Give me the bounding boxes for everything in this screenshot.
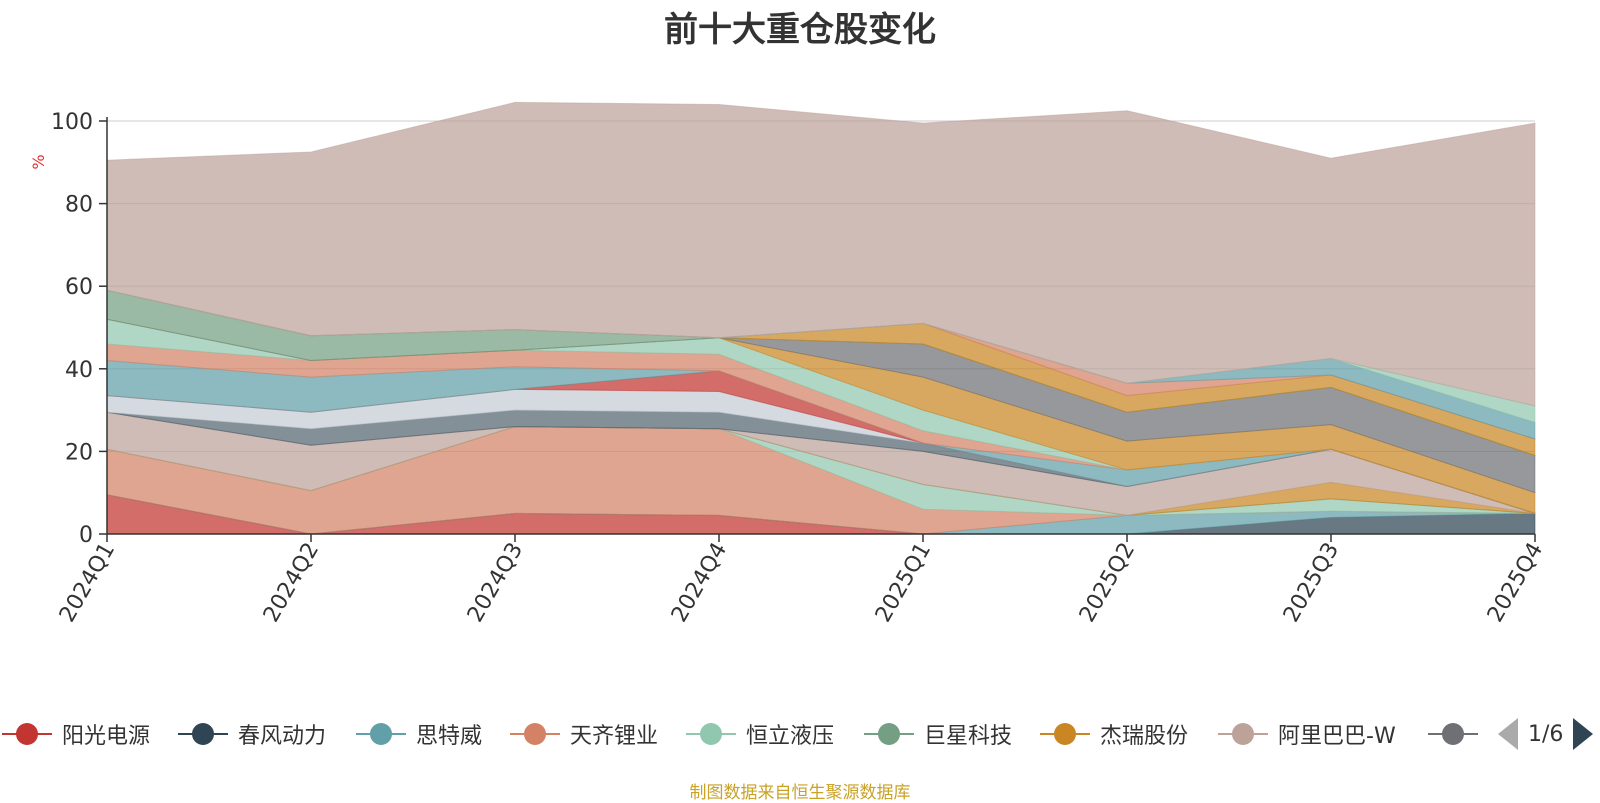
y-tick-label: 20 xyxy=(65,440,93,465)
legend-swatch-icon xyxy=(510,716,560,752)
pager-page-indicator: 1/6 xyxy=(1528,721,1564,747)
x-tick-label: 2025Q1 xyxy=(871,539,936,627)
y-axis-label: % xyxy=(29,154,48,169)
legend-swatch-icon xyxy=(1428,716,1478,752)
legend-swatch-icon xyxy=(2,716,52,752)
x-tick-label: 2025Q4 xyxy=(1483,539,1548,627)
legend-label: 恒立液压 xyxy=(746,724,835,749)
legend-label: 思特威 xyxy=(416,724,483,749)
x-tick-label: 2024Q4 xyxy=(667,539,732,627)
legend-swatch-icon xyxy=(178,716,228,752)
legend-swatch-icon xyxy=(1218,716,1268,752)
x-tick-label: 2025Q2 xyxy=(1075,539,1140,627)
legend-swatch-icon xyxy=(1040,716,1090,752)
legend-item[interactable]: 恒立液压 xyxy=(686,716,834,752)
legend-pager: 1/6 xyxy=(1498,716,1594,752)
source-note: 制图数据来自恒生聚源数据库 xyxy=(689,783,911,803)
x-tick-label: 2024Q1 xyxy=(55,539,120,627)
legend-label: 阿里巴巴-W xyxy=(1278,724,1396,749)
legend-item[interactable]: 巨星科技 xyxy=(864,716,1012,752)
legend-label: 巨星科技 xyxy=(924,724,1013,749)
x-tick-label: 2024Q3 xyxy=(463,539,528,627)
legend-item[interactable]: 思特威 xyxy=(356,716,482,752)
y-tick-label: 80 xyxy=(65,193,93,218)
pager-next-icon[interactable] xyxy=(1573,718,1594,750)
y-tick-label: 40 xyxy=(65,358,93,383)
area-series[interactable] xyxy=(106,101,1536,407)
y-tick-label: 60 xyxy=(65,275,93,300)
chart-title: 前十大重仓股变化 xyxy=(664,10,936,50)
legend: 阳光电源 春风动力 思特威 天齐锂业 恒立液压 巨星科技 杰瑞股份 阿里巴巴-W xyxy=(0,716,1600,752)
area-series-group xyxy=(106,101,1536,535)
legend-label: 阳光电源 xyxy=(62,724,151,749)
legend-swatch-icon xyxy=(686,716,736,752)
y-tick-label: 0 xyxy=(79,523,93,548)
legend-item[interactable]: 天齐锂业 xyxy=(510,716,658,752)
pager-prev-icon[interactable] xyxy=(1498,718,1518,750)
legend-item[interactable]: 杰瑞股份 xyxy=(1040,716,1188,752)
y-tick-label: 100 xyxy=(51,110,93,135)
legend-item[interactable]: 春风动力 xyxy=(178,716,326,752)
legend-swatch-icon xyxy=(356,716,406,752)
legend-item[interactable]: 阳光电源 xyxy=(2,716,150,752)
legend-item[interactable]: 阿里巴巴-W xyxy=(1218,716,1396,752)
legend-label: 春风动力 xyxy=(238,724,327,749)
x-tick-label: 2024Q2 xyxy=(259,539,324,627)
legend-swatch-icon xyxy=(864,716,914,752)
legend-item[interactable] xyxy=(1428,716,1478,752)
legend-label: 杰瑞股份 xyxy=(1100,724,1189,749)
x-tick-label: 2025Q3 xyxy=(1279,539,1344,627)
legend-label: 天齐锂业 xyxy=(570,724,659,749)
